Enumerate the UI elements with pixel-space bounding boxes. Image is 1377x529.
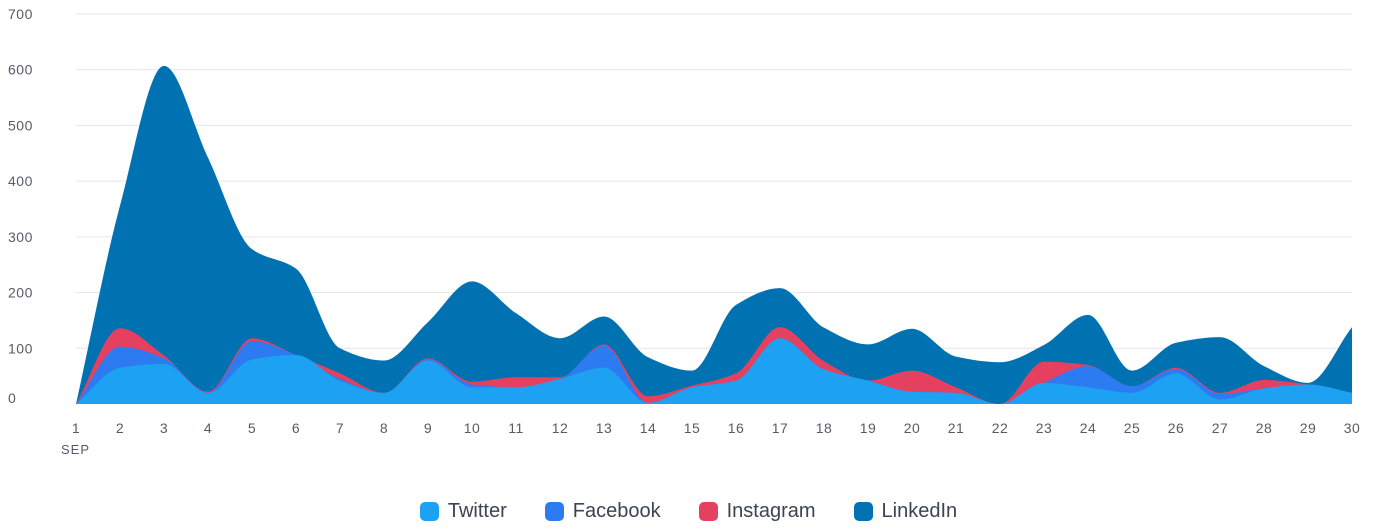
x-tick-label: 16 [728, 420, 745, 436]
x-tick-label: 15 [684, 420, 701, 436]
x-tick-label: 4 [204, 420, 212, 436]
area-twitter [76, 338, 1352, 404]
x-tick-label: 5 [248, 420, 256, 436]
x-month-label: SEP [61, 442, 90, 457]
y-tick-label: 700 [8, 6, 33, 22]
legend-label: LinkedIn [881, 500, 958, 522]
x-tick-label: 10 [464, 420, 481, 436]
y-tick-label: 400 [8, 173, 33, 189]
x-tick-label: 11 [508, 420, 524, 436]
legend-swatch [544, 502, 564, 521]
x-tick-label: 24 [1080, 420, 1097, 436]
y-tick-label: 300 [8, 229, 33, 245]
y-tick-label: 600 [8, 62, 33, 78]
x-tick-label: 18 [816, 420, 833, 436]
x-tick-label: 14 [640, 420, 657, 436]
x-tick-label: 22 [992, 420, 1009, 436]
x-tick-label: 23 [1036, 420, 1053, 436]
x-tick-label: 26 [1168, 420, 1185, 436]
x-tick-label: 8 [380, 420, 388, 436]
legend-label: Twitter [447, 500, 507, 522]
legend-item-instagram[interactable]: Instagram [698, 500, 816, 523]
x-tick-label: 29 [1300, 420, 1317, 436]
x-tick-label: 1 [72, 420, 80, 436]
x-tick-label: 3 [160, 420, 168, 436]
y-tick-label: 0 [8, 390, 16, 406]
legend-label: Facebook [572, 500, 661, 522]
x-tick-label: 25 [1124, 420, 1141, 436]
x-tick-label: 9 [424, 420, 432, 436]
y-tick-label: 100 [8, 340, 33, 356]
x-tick-label: 2 [116, 420, 124, 436]
legend-label: Instagram [726, 500, 816, 522]
legend: Twitter Facebook Instagram LinkedIn [0, 500, 1377, 523]
x-tick-label: 21 [948, 420, 965, 436]
x-tick-label: 7 [336, 420, 344, 436]
area-instagram [76, 327, 1352, 404]
x-tick-label: 30 [1344, 420, 1361, 436]
x-tick-label: 19 [860, 420, 877, 436]
series-areas [76, 65, 1352, 405]
x-tick-label: 28 [1256, 420, 1273, 436]
x-tick-label: 12 [552, 420, 569, 436]
x-tick-label: 27 [1212, 420, 1229, 436]
y-tick-label: 200 [8, 285, 33, 301]
legend-swatch [853, 502, 873, 521]
x-tick-label: 13 [596, 420, 613, 436]
legend-swatch [419, 502, 439, 521]
legend-swatch [698, 502, 718, 521]
x-tick-label: 6 [292, 420, 300, 436]
y-tick-label: 500 [8, 117, 33, 133]
area-linkedin [76, 65, 1352, 405]
legend-item-twitter[interactable]: Twitter [419, 500, 507, 523]
x-tick-label: 20 [904, 420, 921, 436]
x-tick-label: 17 [772, 420, 789, 436]
legend-item-facebook[interactable]: Facebook [544, 500, 661, 523]
legend-item-linkedin[interactable]: LinkedIn [853, 500, 958, 523]
